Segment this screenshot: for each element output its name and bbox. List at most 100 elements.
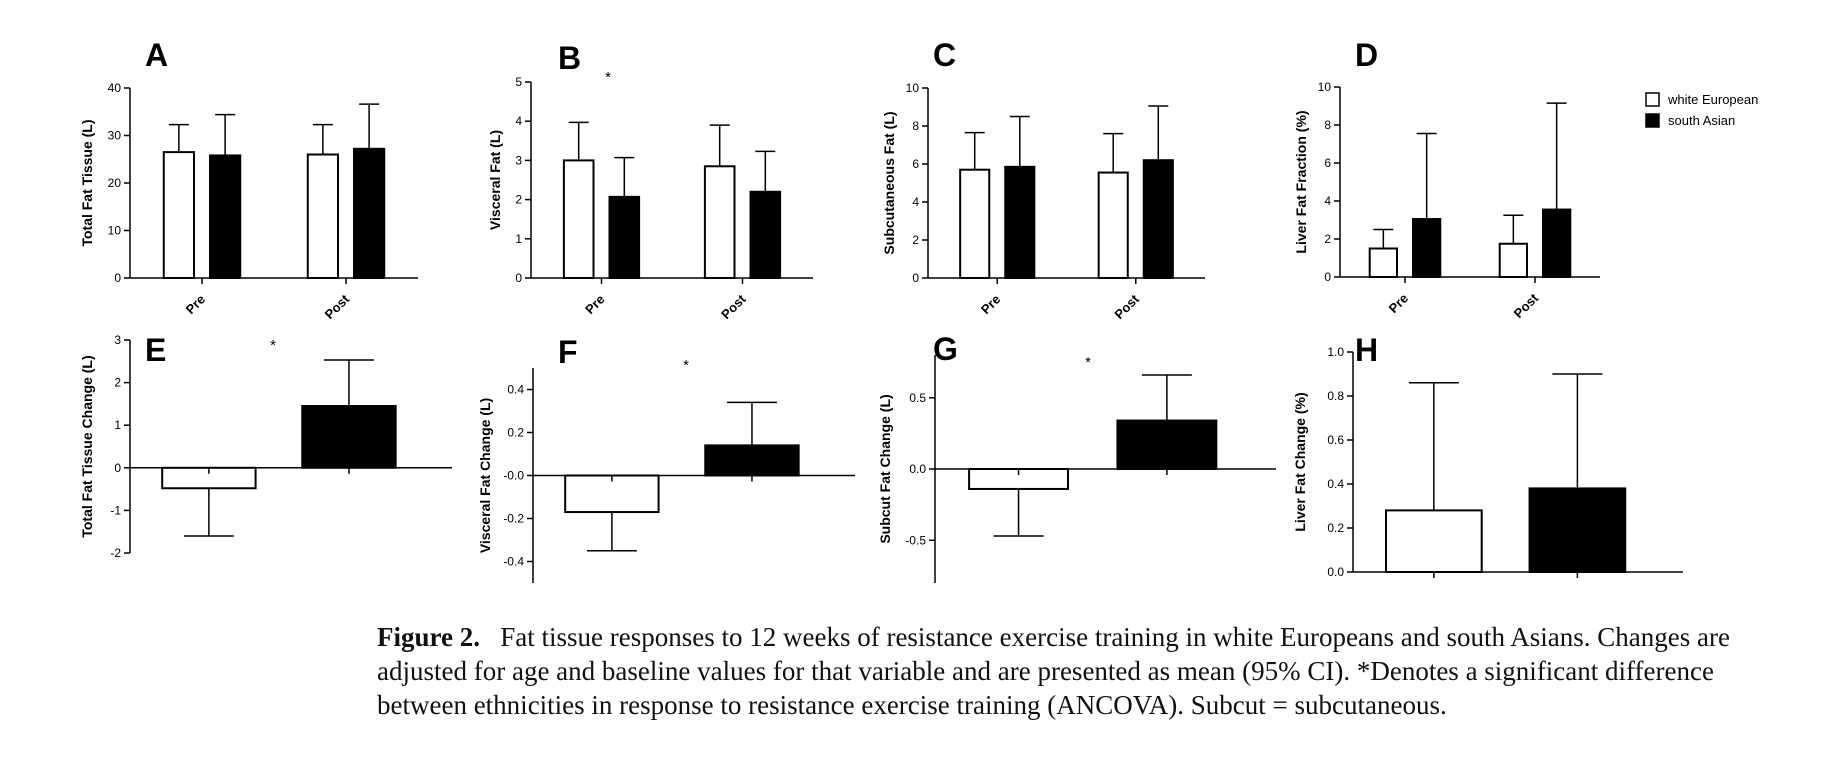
y-tick-label: 3	[515, 153, 522, 167]
bar-H-white-european	[1385, 509, 1483, 573]
panel-letter-A: A	[145, 37, 168, 73]
panel-C: C 0 2 4 6 8 10 Subcutaneous Fat (L) Pre Post	[881, 37, 1205, 322]
bar-B-pre-white-european	[562, 159, 595, 279]
y-tick-label: 40	[108, 81, 122, 95]
y-tick-label: -0.0	[503, 469, 524, 483]
bar-A-post-south-asian	[353, 147, 386, 279]
y-tick-label: 2	[515, 193, 522, 207]
panel-letter-F: F	[558, 334, 578, 370]
significance-star-G: *	[1085, 354, 1091, 371]
y-tick-label: 8	[912, 119, 919, 133]
y-tick-label: 0	[912, 271, 919, 285]
y-axis-label-E: Total Fat Tissue Change (L)	[79, 355, 95, 537]
bar-A-post-white-european	[306, 153, 340, 279]
panel-letter-C: C	[933, 37, 956, 73]
y-tick-label: 1.0	[1327, 345, 1344, 359]
significance-star-E: *	[270, 337, 276, 354]
y-tick-label: 10	[1318, 80, 1332, 94]
significance-star-B: *	[605, 69, 611, 86]
panel-H: H 0.0 0.2 0.4 0.6 0.8 1.0 Liver Fat Change (%)	[1292, 332, 1683, 579]
bar-C-post-south-asian	[1142, 159, 1174, 279]
panel-letter-E: E	[145, 332, 166, 368]
y-tick-label: 6	[1324, 156, 1331, 170]
panel-D: D 0 2 4 6 8 10 Liver Fat Fraction (%) Pre Post	[1293, 37, 1600, 321]
figure-caption: Figure 2. Fat tissue responses to 12 wee…	[377, 620, 1777, 722]
x-tick-label-pre: Pre	[978, 292, 1003, 317]
panel-G: G -0.5 0.0 0.5 Subcut Fat Change (L) *	[877, 331, 1276, 583]
panel-letter-G: G	[933, 331, 958, 367]
bar-A-pre-south-asian	[209, 154, 242, 279]
y-tick-label: 10	[108, 224, 122, 238]
panel-E: E -2 -1 0 1 2 3 Total Fat Tissue Change (L) *	[79, 332, 452, 560]
bar-B-post-south-asian	[749, 190, 782, 279]
y-tick-label: 1	[114, 418, 121, 432]
panel-letter-D: D	[1355, 37, 1378, 73]
bar-F-south-asian	[704, 444, 800, 477]
bar-E-south-asian	[301, 405, 397, 469]
bar-C-pre-white-european	[959, 168, 991, 279]
x-tick-label-pre: Pre	[1386, 291, 1411, 316]
y-tick-label: 0.4	[507, 383, 524, 397]
y-axis-label-F: Visceral Fat Change (L)	[477, 398, 493, 553]
x-tick-label-post: Post	[1511, 290, 1542, 321]
panel-A: A 0 10 20 30 40 Total Fat Tissue (L) Pre Post	[79, 37, 418, 322]
y-axis-label-G: Subcut Fat Change (L)	[877, 394, 893, 543]
bar-D-post-white-european	[1498, 242, 1528, 278]
legend-label-south-asian: south Asian	[1668, 113, 1735, 128]
y-tick-label: 30	[108, 129, 122, 143]
y-tick-label: 0.2	[1327, 521, 1344, 535]
y-tick-label: 2	[912, 233, 919, 247]
panel-B: B 0 1 2 3 4 5 Visceral Fat (L) * Pre Post	[487, 40, 813, 322]
x-tick-label-pre: Pre	[183, 292, 208, 317]
y-axis-label-B: Visceral Fat (L)	[487, 130, 503, 230]
significance-star-F: *	[683, 357, 689, 374]
caption-label: Figure 2.	[377, 622, 480, 652]
y-tick-label: 1	[515, 232, 522, 246]
legend-label-white-european: white European	[1667, 92, 1758, 107]
y-tick-label: -1	[110, 503, 121, 517]
y-tick-label: 0.5	[909, 391, 926, 405]
bar-H-south-asian	[1528, 487, 1627, 573]
y-tick-label: 2	[1324, 232, 1331, 246]
caption-text: Fat tissue responses to 12 weeks of resi…	[377, 622, 1730, 720]
y-tick-label: 0.4	[1327, 477, 1344, 491]
bar-A-pre-white-european	[162, 151, 195, 279]
y-tick-label: 0.0	[909, 462, 926, 476]
y-tick-label: -0.5	[905, 533, 926, 547]
bar-F-white-european	[564, 474, 660, 514]
y-tick-label: 0.0	[1327, 565, 1344, 579]
y-tick-label: -0.2	[503, 512, 524, 526]
y-axis-label-D: Liver Fat Fraction (%)	[1293, 110, 1309, 253]
legend-swatch-white-european	[1645, 92, 1660, 107]
y-tick-label: 0	[1324, 270, 1331, 284]
bar-C-pre-south-asian	[1004, 165, 1036, 280]
y-tick-label: 0	[515, 271, 522, 285]
y-tick-label: 0.8	[1327, 389, 1344, 403]
y-tick-label: 0	[114, 271, 121, 285]
bar-D-pre-south-asian	[1412, 218, 1442, 279]
x-tick-label-post: Post	[322, 291, 353, 322]
y-tick-label: 8	[1324, 118, 1331, 132]
bar-B-post-white-european	[703, 165, 736, 279]
y-tick-label: -0.4	[503, 555, 524, 569]
y-tick-label: 4	[1324, 194, 1331, 208]
x-tick-label-post: Post	[1111, 291, 1142, 322]
bar-D-post-south-asian	[1542, 208, 1572, 278]
y-tick-label: 2	[114, 376, 121, 390]
bar-C-post-white-european	[1097, 171, 1129, 279]
y-axis-label-A: Total Fat Tissue (L)	[79, 119, 95, 246]
x-tick-label-post: Post	[718, 291, 749, 322]
y-tick-label: 10	[906, 81, 920, 95]
legend: white European south Asian	[1645, 92, 1758, 128]
y-tick-label: 6	[912, 157, 919, 171]
bar-D-pre-white-european	[1368, 247, 1398, 278]
bar-B-pre-south-asian	[608, 195, 641, 279]
y-tick-label: 4	[515, 114, 522, 128]
legend-swatch-south-asian	[1645, 113, 1660, 128]
y-tick-label: 4	[912, 195, 919, 209]
panel-letter-B: B	[558, 40, 581, 76]
y-tick-label: 0.2	[507, 426, 524, 440]
panel-letter-H: H	[1355, 332, 1378, 368]
y-tick-label: 5	[515, 75, 522, 89]
